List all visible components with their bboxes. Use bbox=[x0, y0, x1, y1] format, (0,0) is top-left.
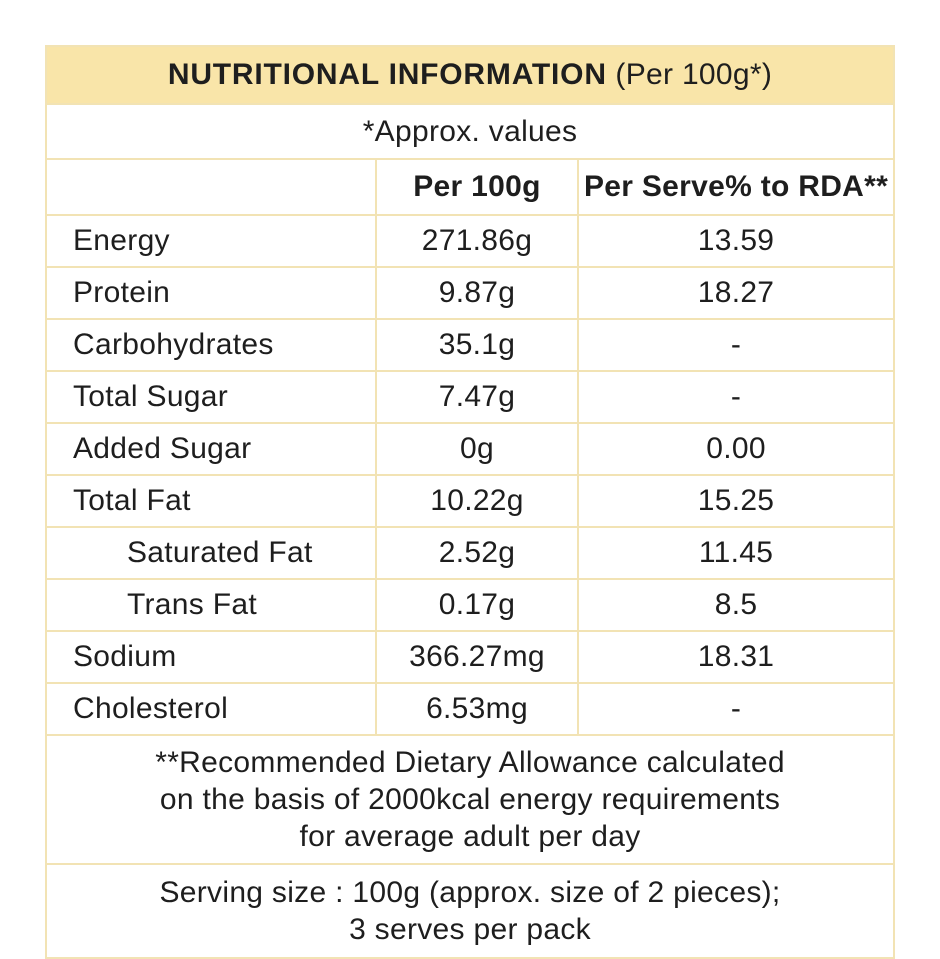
subtitle-row: *Approx. values bbox=[44, 103, 896, 160]
nutrient-label: Total Fat bbox=[45, 474, 377, 528]
table-row: Total Fat 10.22g 15.25 bbox=[45, 474, 896, 528]
table-title: NUTRITIONAL INFORMATION (Per 100g*) bbox=[44, 45, 896, 105]
per-serve-rda-value: 15.25 bbox=[576, 474, 896, 528]
rda-note-line-3: for average adult per day bbox=[299, 820, 641, 853]
table-row: Total Sugar 7.47g - bbox=[45, 370, 896, 424]
rda-note-line-2: on the basis of 2000kcal energy requirem… bbox=[159, 783, 781, 816]
table-row: Cholesterol 6.53mg - bbox=[45, 682, 896, 736]
nutrient-label: Sodium bbox=[45, 630, 377, 684]
column-header-row: Per 100g Per Serve% to RDA** bbox=[45, 158, 896, 216]
table-title-suffix: (Per 100g*) bbox=[606, 58, 773, 91]
table-row: Trans Fat 0.17g 8.5 bbox=[45, 578, 896, 632]
nutrient-label: Added Sugar bbox=[45, 422, 377, 476]
nutrient-label: Energy bbox=[45, 214, 377, 268]
nutrient-label: Protein bbox=[45, 266, 377, 320]
per-serve-rda-value: 11.45 bbox=[576, 526, 896, 580]
nutrition-label: NUTRITIONAL INFORMATION (Per 100g*) *App… bbox=[44, 45, 896, 959]
per-serve-rda-value: 18.27 bbox=[576, 266, 896, 320]
per-100g-value: 271.86g bbox=[375, 214, 579, 268]
rda-note: **Recommended Dietary Allowance calculat… bbox=[44, 734, 896, 865]
nutrient-label: Carbohydrates bbox=[45, 318, 377, 372]
table-row: Carbohydrates 35.1g - bbox=[45, 318, 896, 372]
approx-values-note: *Approx. values bbox=[44, 103, 896, 160]
table-row: Protein 9.87g 18.27 bbox=[45, 266, 896, 320]
table-row: Added Sugar 0g 0.00 bbox=[45, 422, 896, 476]
per-100g-value: 6.53mg bbox=[375, 682, 579, 736]
column-header-per-serve-rda: Per Serve% to RDA** bbox=[576, 158, 896, 216]
table-row: Saturated Fat 2.52g 11.45 bbox=[45, 526, 896, 580]
nutrition-table: NUTRITIONAL INFORMATION (Per 100g*) *App… bbox=[44, 45, 896, 959]
per-serve-rda-value: - bbox=[576, 370, 896, 424]
rda-note-line-1: **Recommended Dietary Allowance calculat… bbox=[155, 746, 785, 779]
table-row: Sodium 366.27mg 18.31 bbox=[45, 630, 896, 684]
per-serve-rda-value: - bbox=[576, 318, 896, 372]
per-100g-value: 0.17g bbox=[375, 578, 579, 632]
serving-size-row: Serving size : 100g (approx. size of 2 p… bbox=[44, 863, 896, 959]
table-title-main: NUTRITIONAL INFORMATION bbox=[167, 58, 607, 91]
per-100g-value: 35.1g bbox=[375, 318, 579, 372]
serving-size-note: Serving size : 100g (approx. size of 2 p… bbox=[44, 863, 896, 959]
title-row: NUTRITIONAL INFORMATION (Per 100g*) bbox=[44, 45, 896, 105]
nutrient-label: Saturated Fat bbox=[45, 526, 377, 580]
nutrient-label: Cholesterol bbox=[45, 682, 377, 736]
column-header-nutrient bbox=[45, 158, 377, 216]
rda-note-row: **Recommended Dietary Allowance calculat… bbox=[44, 734, 896, 865]
per-100g-value: 0g bbox=[375, 422, 579, 476]
nutrient-label: Total Sugar bbox=[45, 370, 377, 424]
per-serve-rda-value: 13.59 bbox=[576, 214, 896, 268]
per-100g-value: 7.47g bbox=[375, 370, 579, 424]
per-100g-value: 9.87g bbox=[375, 266, 579, 320]
serving-size-line-2: 3 serves per pack bbox=[349, 913, 591, 946]
per-serve-rda-value: 18.31 bbox=[576, 630, 896, 684]
table-row: Energy 271.86g 13.59 bbox=[45, 214, 896, 268]
per-serve-rda-value: - bbox=[576, 682, 896, 736]
per-100g-value: 366.27mg bbox=[375, 630, 579, 684]
serving-size-line-1: Serving size : 100g (approx. size of 2 p… bbox=[159, 876, 781, 909]
per-serve-rda-value: 8.5 bbox=[576, 578, 896, 632]
per-serve-rda-value: 0.00 bbox=[576, 422, 896, 476]
nutrient-label: Trans Fat bbox=[45, 578, 377, 632]
per-100g-value: 2.52g bbox=[375, 526, 579, 580]
column-header-per-100g: Per 100g bbox=[375, 158, 579, 216]
per-100g-value: 10.22g bbox=[375, 474, 579, 528]
